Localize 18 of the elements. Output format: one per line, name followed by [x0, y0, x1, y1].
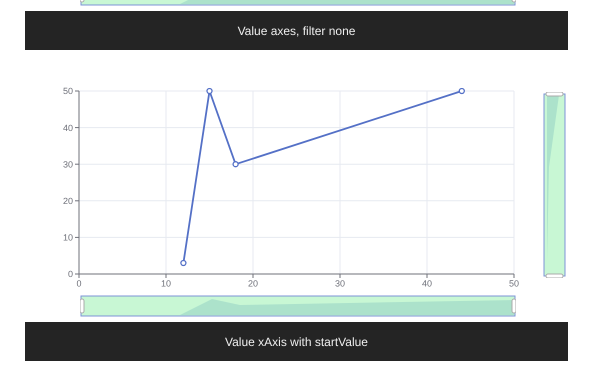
point	[180, 260, 187, 266]
x-tick-label: 50	[508, 278, 520, 288]
y-tick-label: 20	[62, 196, 73, 206]
x-tick-label: 30	[334, 278, 346, 288]
text: Value xAxis with startValue	[225, 334, 368, 348]
point	[458, 88, 465, 94]
x-tick-label: 40	[422, 278, 432, 288]
y-tick-label: 10	[62, 232, 73, 243]
x-tick-label: 10	[160, 278, 172, 288]
text: Value axes, filter none	[238, 24, 356, 38]
x-tick-label: 20	[248, 278, 258, 288]
y-tick-label: 50	[62, 86, 73, 96]
x-tick-label: 0	[76, 278, 82, 288]
y-tick-label: 40	[62, 122, 73, 133]
point	[232, 161, 239, 168]
point	[206, 88, 213, 94]
y-tick-label: 0	[68, 269, 73, 280]
y-tick-label: 30	[62, 159, 73, 170]
